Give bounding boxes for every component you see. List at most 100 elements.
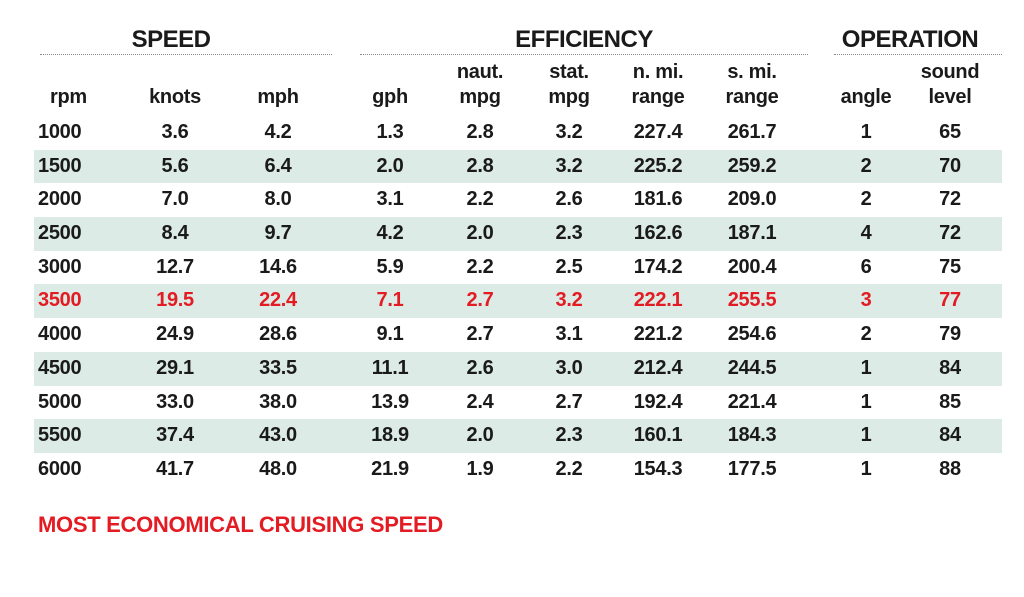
cell-naut-mpg: 2.2 — [466, 188, 494, 211]
cell-angle: 4 — [860, 222, 872, 245]
cell-stat-mpg: 2.3 — [555, 424, 583, 447]
cell-gph: 3.1 — [376, 188, 404, 211]
column-header-line2: range — [725, 86, 779, 108]
column-header-nmi-range: n. mi. range — [613, 61, 703, 110]
cell-nmi-range: 212.4 — [633, 356, 683, 379]
cell-naut-mpg: 1.9 — [466, 457, 494, 480]
table-row: 1500 5.6 6.4 2.0 2.8 3.2 225.2 259.2 2 70 — [0, 149, 1024, 184]
cell-naut-mpg: 2.2 — [466, 255, 494, 278]
column-header-line2: gph — [372, 86, 408, 108]
cell-knots: 5.6 — [161, 154, 189, 177]
column-header-line1: stat. — [549, 61, 589, 83]
cell-naut-mpg: 2.8 — [466, 154, 494, 177]
cell-gph: 11.1 — [371, 356, 409, 379]
cell-smi-range: 177.5 — [727, 457, 777, 480]
cell-nmi-range: 181.6 — [633, 188, 683, 211]
table-row: 4500 29.1 33.5 11.1 2.6 3.0 212.4 244.5 1 84 — [0, 351, 1024, 386]
cell-sound-level: 84 — [939, 424, 961, 447]
column-header-knots: knots — [135, 62, 215, 110]
cell-nmi-range: 221.2 — [633, 323, 683, 346]
table-row: 1000 3.6 4.2 1.3 2.8 3.2 227.4 261.7 1 65 — [0, 116, 1024, 150]
cell-mph: 4.2 — [264, 121, 292, 143]
table-row: 6000 41.7 48.0 21.9 1.9 2.2 154.3 177.5 1 88 — [0, 453, 1024, 487]
column-header-naut-mpg: naut. mpg — [440, 61, 520, 110]
operation-group-rule — [834, 54, 1002, 55]
cell-sound-level: 77 — [939, 289, 961, 312]
cell-angle: 2 — [860, 188, 872, 211]
cell-gph: 1.3 — [376, 121, 404, 143]
table-row: 5000 33.0 38.0 13.9 2.4 2.7 192.4 221.4 1 85 — [0, 386, 1024, 420]
cell-mph: 43.0 — [259, 424, 297, 447]
cell-smi-range: 184.3 — [727, 424, 777, 447]
column-header-rpm: rpm — [50, 62, 120, 110]
table-row: 5500 37.4 43.0 18.9 2.0 2.3 160.1 184.3 1 84 — [0, 419, 1024, 453]
cell-smi-range: 187.1 — [727, 222, 777, 245]
cell-smi-range: 254.6 — [727, 323, 777, 346]
cell-stat-mpg: 3.2 — [555, 154, 583, 177]
cell-knots: 24.9 — [156, 323, 194, 346]
cell-knots: 8.4 — [161, 222, 189, 245]
column-header-line2: level — [928, 86, 972, 108]
cell-rpm: 1000 — [38, 121, 82, 143]
cell-nmi-range: 160.1 — [633, 424, 683, 447]
cell-stat-mpg: 3.0 — [555, 356, 583, 379]
cell-gph: 13.9 — [371, 390, 409, 413]
cell-mph: 38.0 — [259, 390, 297, 413]
cell-mph: 6.4 — [264, 154, 292, 177]
cell-sound-level: 75 — [939, 255, 961, 278]
cell-mph: 28.6 — [259, 323, 297, 346]
cell-naut-mpg: 2.4 — [466, 390, 494, 413]
cell-smi-range: 221.4 — [727, 390, 777, 413]
speed-group-title: SPEED — [131, 26, 211, 53]
column-header-line2: angle — [840, 86, 892, 108]
cell-sound-level: 88 — [939, 457, 961, 480]
cell-knots: 37.4 — [156, 424, 194, 447]
cell-stat-mpg: 2.3 — [555, 222, 583, 245]
efficiency-group-rule — [360, 54, 808, 55]
cell-rpm: 2500 — [38, 222, 82, 245]
cell-rpm: 5500 — [38, 424, 82, 447]
cell-rpm: 4500 — [38, 356, 82, 379]
column-header-line1: n. mi. — [632, 61, 684, 83]
cell-gph: 21.9 — [371, 457, 409, 480]
cell-angle: 6 — [860, 255, 872, 278]
cell-nmi-range: 162.6 — [633, 222, 683, 245]
cell-angle: 1 — [860, 390, 872, 413]
column-header-mph: mph — [238, 62, 318, 110]
cell-knots: 3.6 — [161, 121, 189, 143]
cell-mph: 22.4 — [259, 289, 297, 312]
column-header-line2: mpg — [548, 86, 590, 108]
cell-stat-mpg: 3.2 — [555, 121, 583, 143]
cell-mph: 8.0 — [264, 188, 292, 211]
cell-knots: 7.0 — [161, 188, 189, 211]
cell-angle: 2 — [860, 154, 872, 177]
cell-naut-mpg: 2.7 — [466, 289, 494, 312]
cell-stat-mpg: 2.7 — [555, 390, 583, 413]
cell-nmi-range: 225.2 — [633, 154, 683, 177]
table-row-highlighted: 3500 19.5 22.4 7.1 2.7 3.2 222.1 255.5 3 77 — [0, 284, 1024, 318]
cell-nmi-range: 192.4 — [633, 390, 683, 413]
cell-sound-level: 65 — [939, 121, 961, 143]
economical-cruising-note: MOST ECONOMICAL CRUISING SPEED — [38, 512, 443, 537]
table-row: 3000 12.7 14.6 5.9 2.2 2.5 174.2 200.4 6 75 — [0, 251, 1024, 285]
cell-angle: 1 — [860, 457, 872, 480]
operation-group-title: OPERATION — [841, 26, 979, 53]
cell-angle: 1 — [860, 424, 872, 447]
column-header-line1: sound — [920, 61, 980, 83]
cell-smi-range: 200.4 — [727, 255, 777, 278]
cell-knots: 33.0 — [156, 390, 194, 413]
cell-rpm: 3000 — [38, 255, 82, 278]
cell-gph: 9.1 — [376, 323, 404, 346]
column-header-sound-level: sound level — [910, 61, 990, 110]
cell-stat-mpg: 2.2 — [555, 457, 583, 480]
cell-naut-mpg: 2.7 — [466, 323, 494, 346]
cell-rpm: 5000 — [38, 390, 82, 413]
column-header-line1: naut. — [456, 61, 504, 83]
cell-sound-level: 72 — [939, 222, 961, 245]
cell-stat-mpg: 3.2 — [555, 289, 583, 312]
cell-smi-range: 209.0 — [727, 188, 777, 211]
cell-mph: 48.0 — [259, 457, 297, 480]
column-header-angle: angle — [831, 62, 901, 110]
column-header-gph: gph — [355, 62, 425, 110]
column-header-line1: s. mi. — [727, 61, 777, 83]
